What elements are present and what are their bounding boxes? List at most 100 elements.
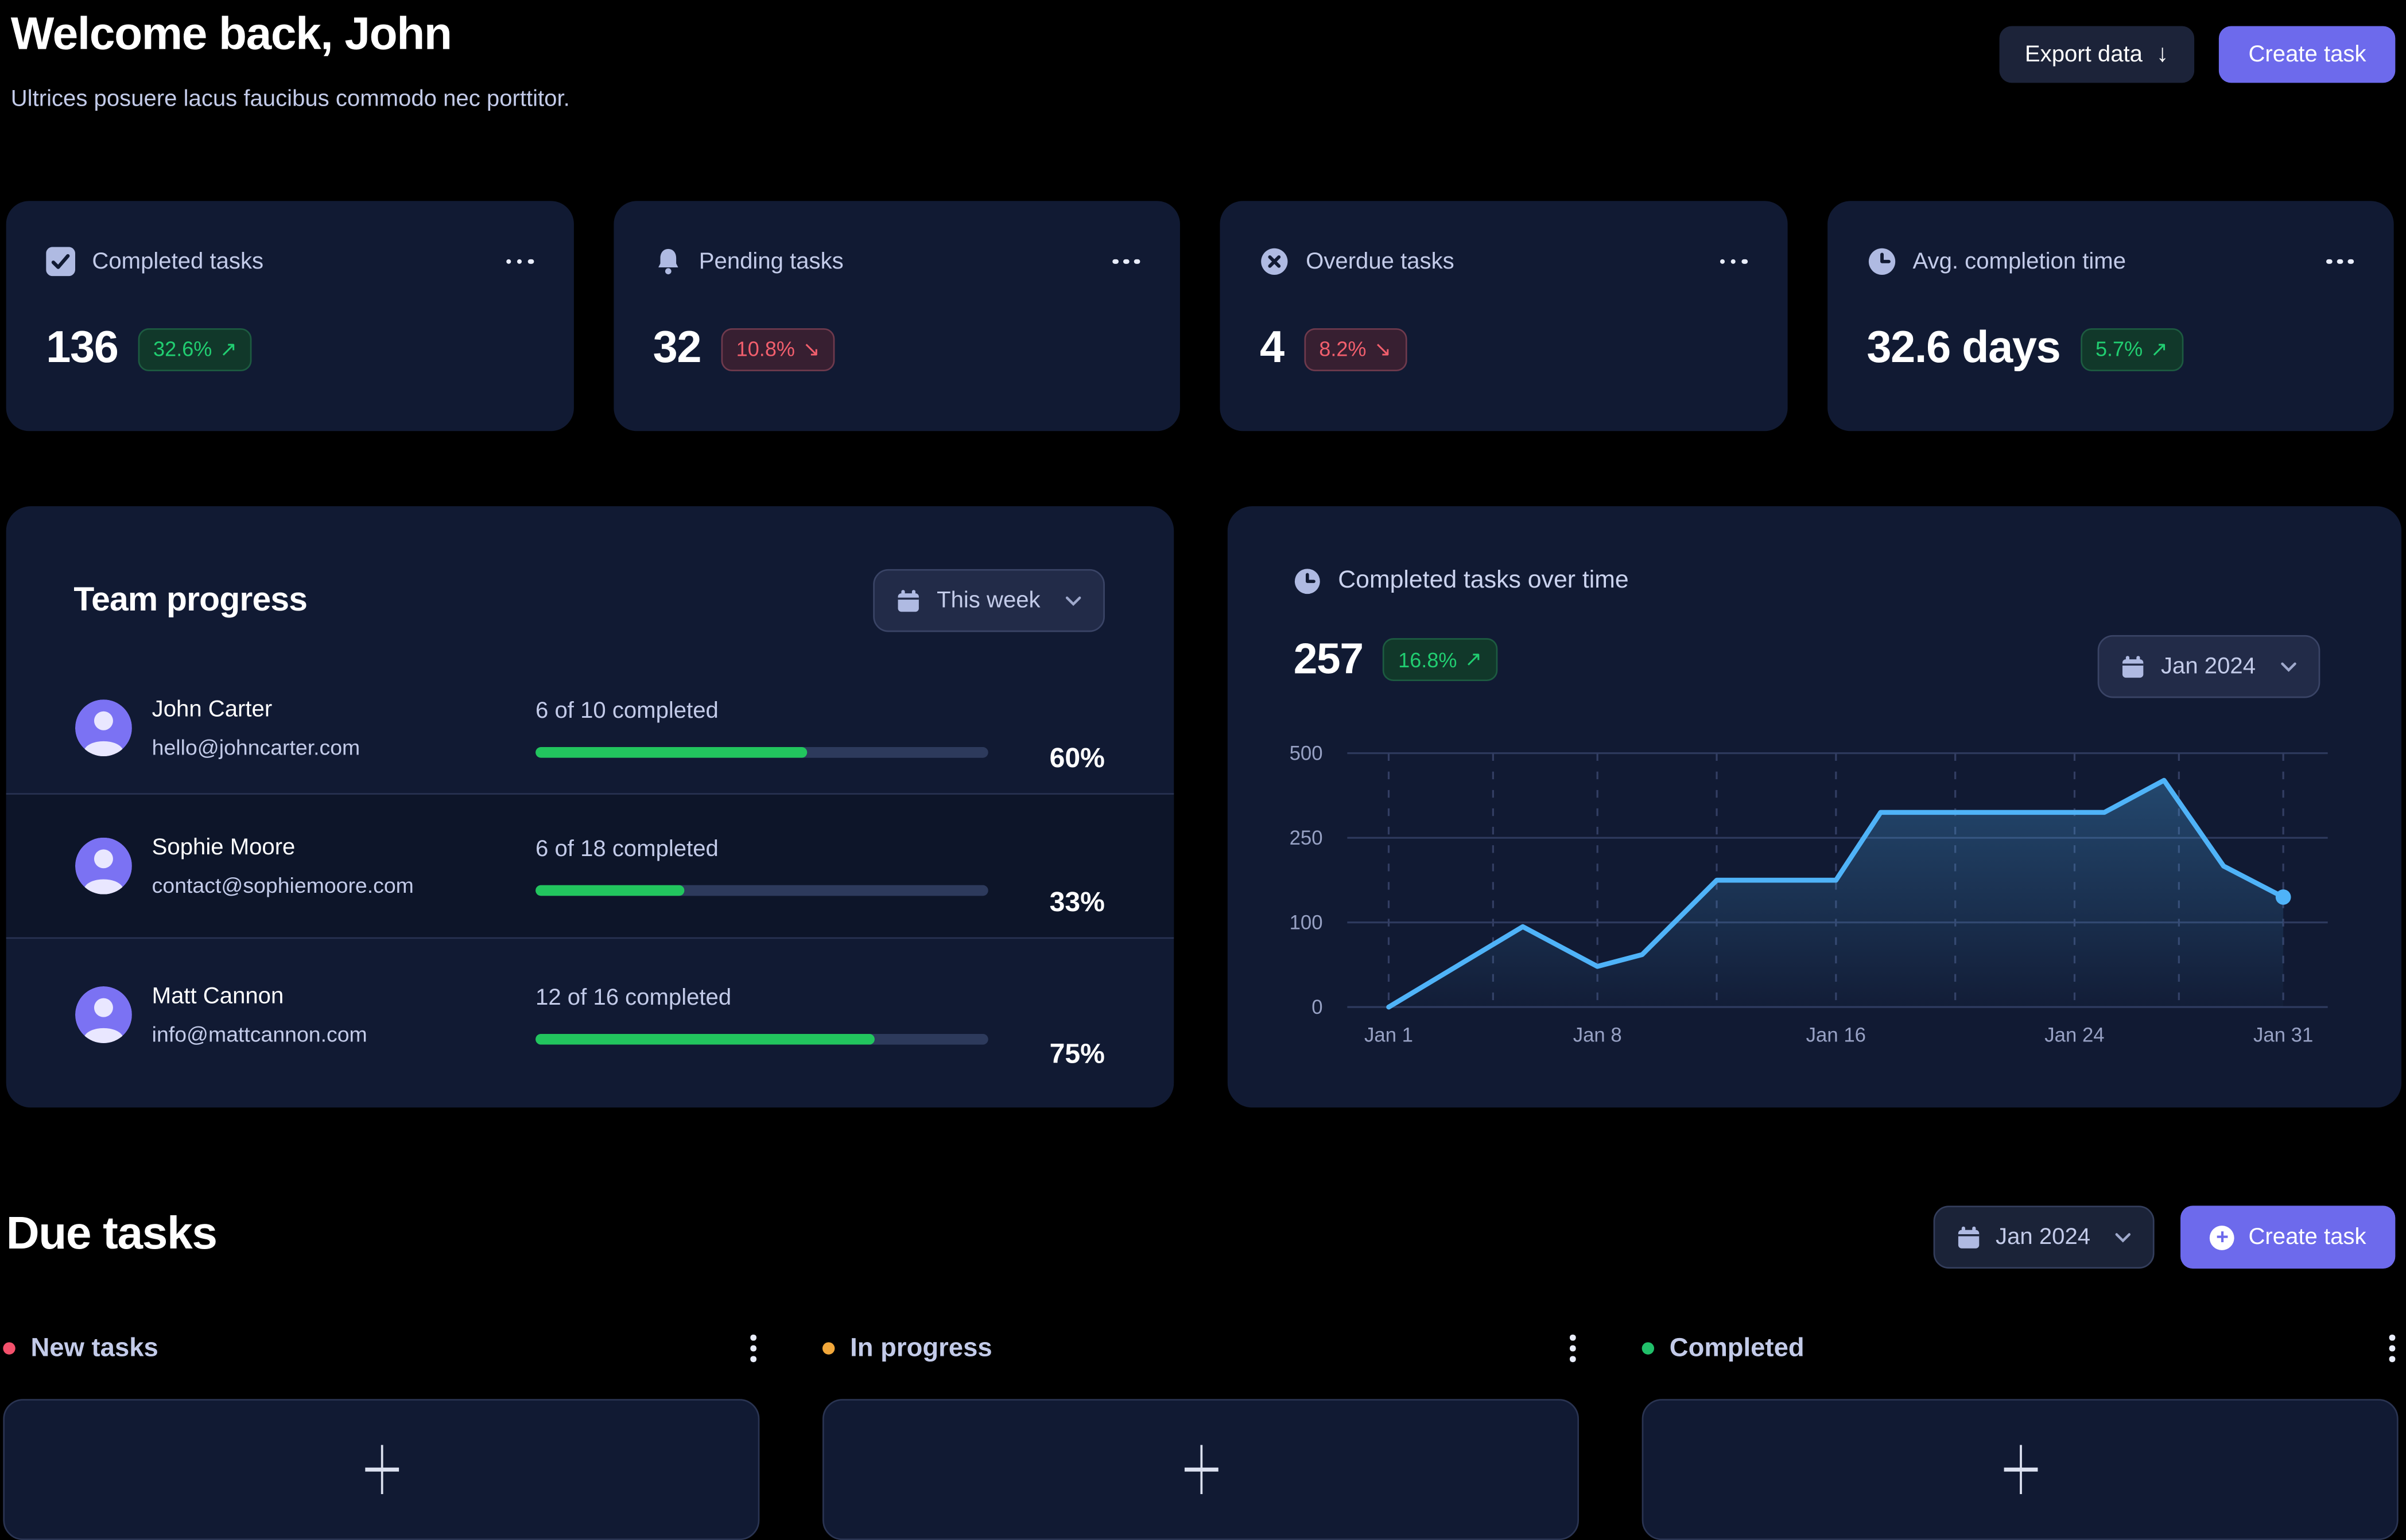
column-label: In progress (850, 1333, 992, 1363)
add-task-card[interactable] (822, 1399, 1580, 1540)
kanban-column-in-progress: In progress (822, 1332, 1580, 1540)
progress-bar-track (535, 885, 988, 896)
plus-icon (2003, 1445, 2038, 1494)
team-progress-card: Team progress This week John Carter (6, 506, 1174, 1108)
due-month-filter-select[interactable]: Jan 2024 (1932, 1205, 2155, 1269)
clock-icon (1294, 567, 1321, 595)
kanban-board: New tasks In progress Completed (3, 1332, 2399, 1540)
team-progress-list: John Carter hello@johncarter.com 6 of 10… (6, 663, 1174, 1089)
completed-count-label: 6 of 18 completed (535, 836, 719, 862)
team-row-john-carter[interactable]: John Carter hello@johncarter.com 6 of 10… (6, 663, 1174, 793)
stat-delta-badge: 32.6% ↗ (138, 327, 253, 371)
add-task-card[interactable] (3, 1399, 760, 1540)
trend-up-icon: ↗ (1464, 647, 1483, 671)
x-circle-icon (1260, 247, 1289, 276)
avatar (75, 985, 132, 1043)
stat-label: Avg. completion time (1912, 248, 2126, 275)
trend-up-icon: ↗ (219, 336, 238, 360)
add-task-card[interactable] (1641, 1399, 2399, 1540)
stat-card-overdue-tasks: Overdue tasks 4 8.2% ↘ (1220, 201, 1787, 431)
more-options-button[interactable] (2326, 252, 2354, 270)
status-dot (3, 1342, 15, 1355)
export-data-button[interactable]: Export data ↓ (1998, 26, 2195, 83)
stat-value: 32.6 days (1866, 324, 2060, 373)
column-menu-button[interactable] (2386, 1335, 2398, 1362)
progress-bar-track (535, 1033, 988, 1044)
stat-label: Completed tasks (92, 248, 264, 275)
more-options-button[interactable] (1720, 252, 1747, 270)
clock-icon (1866, 247, 1896, 276)
svg-text:Jan 16: Jan 16 (1806, 1024, 1866, 1046)
plus-icon (364, 1445, 398, 1494)
team-row-sophie-moore[interactable]: Sophie Moore contact@sophiemoore.com 6 o… (6, 793, 1174, 939)
column-label: Completed (1669, 1333, 1804, 1363)
status-dot (1641, 1342, 1655, 1355)
member-name: Sophie Moore (152, 834, 296, 861)
checkbox-icon (46, 247, 76, 277)
progress-percent: 60% (1049, 742, 1105, 773)
trend-up-icon: ↗ (2150, 336, 2168, 360)
stat-card-avg-completion-time: Avg. completion time 32.6 days 5.7% ↗ (1826, 201, 2394, 431)
trend-down-icon: ↘ (802, 336, 820, 360)
create-task-button[interactable]: Create task (2219, 26, 2396, 83)
create-task-button[interactable]: + Create task (2180, 1205, 2396, 1269)
column-label: New tasks (30, 1333, 158, 1363)
chart-title: Completed tasks over time (1338, 567, 1629, 594)
trend-down-icon: ↘ (1373, 336, 1392, 360)
progress-percent: 75% (1049, 1038, 1105, 1070)
column-menu-button[interactable] (748, 1335, 759, 1362)
kanban-column-completed: Completed (1641, 1332, 2399, 1540)
more-options-button[interactable] (506, 252, 534, 270)
stat-label: Overdue tasks (1306, 248, 1454, 275)
team-week-filter-select[interactable]: This week (874, 569, 1105, 632)
member-name: Matt Cannon (152, 982, 284, 1009)
progress-percent: 33% (1049, 886, 1105, 917)
completed-tasks-chart-card: Completed tasks over time 257 16.8% ↗ Jan… (1227, 506, 2402, 1108)
svg-text:0: 0 (1311, 997, 1322, 1018)
completed-tasks-line-chart: 0 100 250 500 Jan 1 Jan 8 Jan 16 Jan 24 Jan 31 (1290, 743, 2328, 1046)
stats-row: Completed tasks 136 32.6% ↗ Pending tasks… (6, 201, 2394, 431)
plus-circle-icon: + (2210, 1224, 2235, 1250)
page-subtitle: Ultrices posuere lacus faucibus commodo … (10, 85, 570, 112)
member-email: contact@sophiemoore.com (152, 873, 414, 897)
member-name: John Carter (152, 696, 273, 723)
column-menu-button[interactable] (1567, 1335, 1579, 1362)
header-actions: Export data ↓ Create task (1998, 26, 2396, 83)
bell-icon (653, 247, 682, 276)
svg-text:250: 250 (1290, 827, 1323, 849)
progress-bar-fill (535, 1033, 875, 1044)
member-email: info@mattcannon.com (152, 1021, 367, 1045)
completed-count-label: 12 of 16 completed (535, 984, 732, 1010)
page-title: Welcome back, John (10, 9, 452, 60)
stat-value: 4 (1259, 324, 1285, 373)
chart-month-filter-select[interactable]: Jan 2024 (2098, 635, 2320, 698)
more-options-button[interactable] (1112, 252, 1140, 270)
calendar-icon (1956, 1225, 1981, 1250)
svg-text:Jan 24: Jan 24 (2044, 1024, 2104, 1046)
svg-text:500: 500 (1290, 743, 1323, 765)
avatar (75, 699, 132, 757)
plus-icon (1183, 1445, 1218, 1494)
due-tasks-actions: Jan 2024 + Create task (1932, 1205, 2396, 1269)
svg-text:Jan 1: Jan 1 (1364, 1024, 1413, 1046)
progress-bar-fill (535, 885, 685, 896)
kanban-column-new-tasks: New tasks (3, 1332, 760, 1540)
download-arrow-icon: ↓ (2156, 40, 2169, 67)
stat-card-pending-tasks: Pending tasks 32 10.8% ↘ (613, 201, 1180, 431)
stat-value: 32 (653, 324, 702, 373)
progress-bar-track (535, 746, 988, 758)
main-row: Team progress This week John Carter (6, 506, 2402, 1108)
stat-label: Pending tasks (698, 248, 844, 275)
team-row-matt-cannon[interactable]: Matt Cannon info@mattcannon.com 12 of 16… (6, 939, 1174, 1089)
svg-text:Jan 31: Jan 31 (2253, 1024, 2313, 1046)
completed-count-label: 6 of 10 completed (535, 698, 719, 724)
chart-delta-badge: 16.8% ↗ (1383, 638, 1497, 682)
progress-bar-fill (535, 746, 808, 758)
stat-delta-badge: 5.7% ↗ (2080, 327, 2183, 371)
status-dot (822, 1342, 835, 1355)
stat-delta-badge: 8.2% ↘ (1303, 327, 1407, 371)
chevron-down-icon (2115, 1231, 2132, 1243)
avatar (75, 837, 132, 895)
page-header: Welcome back, John Ultrices posuere lacu… (11, 9, 570, 112)
